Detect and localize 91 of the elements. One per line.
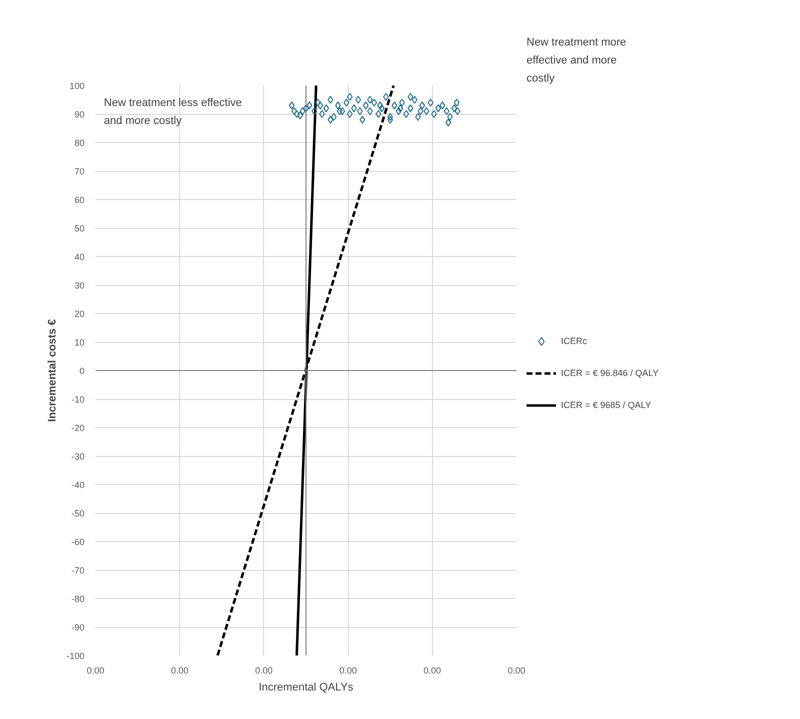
point [383,92,389,101]
y-tick-label: 100 [69,81,85,91]
point [297,111,303,120]
point [376,110,382,118]
point [346,110,353,118]
y-tick-label: 0 [79,366,85,376]
x-tick-label: 0.00 [339,666,357,676]
y-tick-label: -20 [71,423,85,433]
point [330,112,337,121]
y-tick-label: -50 [71,508,85,518]
point [336,107,343,116]
point [396,107,402,116]
point [378,104,385,112]
y-tick-label: -80 [71,594,85,604]
point [360,116,366,124]
point [288,101,295,110]
point [357,107,363,116]
y-tick-label: 50 [74,224,85,234]
point [323,104,330,112]
point [454,98,460,107]
legend-label: ICERc [561,336,588,346]
point [454,107,460,116]
point [319,110,325,118]
text: New treatment more effective and more costly [526,36,626,84]
point [440,101,446,110]
y-tick-label: 60 [74,195,85,205]
y-tick-label: 40 [74,252,85,262]
point [367,96,373,104]
point [306,101,312,110]
y-tick-label: -100 [66,651,84,661]
y-tick-label: -10 [71,394,85,404]
point [431,110,437,118]
point [412,96,418,104]
point [387,112,394,121]
point [300,107,306,116]
point [419,101,426,110]
point [351,104,357,112]
y-tick-label: -60 [71,537,85,547]
point [367,107,373,116]
point [451,104,458,112]
point [362,101,369,110]
point [317,101,324,110]
y-tick-label: 80 [74,138,85,148]
point [408,92,414,101]
point [392,101,398,110]
point [335,101,341,110]
x-tick-label: 0.00 [424,666,442,676]
point [397,104,404,112]
y-tick-label: 10 [74,338,85,348]
point [371,98,378,107]
x-tick-label: 0.00 [255,666,273,676]
y-tick-label: 30 [74,280,85,290]
point [403,110,410,118]
point [291,107,298,116]
x-tick-label: 0.00 [508,666,526,676]
point [435,104,442,112]
point [346,92,353,101]
x-axis-title: Incremental QALYs [258,682,354,694]
annotation: New treatment less effective and more costly [104,96,242,127]
point [415,112,421,121]
point [418,107,424,116]
y-tick-label: -70 [71,566,85,576]
point [387,116,394,124]
point [377,101,383,110]
point [408,104,414,112]
point [303,104,309,112]
point [294,110,300,118]
point [339,107,346,116]
x-tick-label: 0.00 [170,666,188,676]
y-tick-label: -40 [71,480,85,490]
point [328,96,334,104]
y-tick-label: 70 [74,166,85,176]
point [399,98,405,107]
point [328,116,334,124]
legend-label: ICER = € 9685 / QALY [561,400,652,410]
point [314,98,321,107]
y-axis-title: Incremental costs € [46,319,58,422]
point [447,112,453,121]
legend-label: ICER = € 96.846 / QALY [561,368,659,378]
y-tick-label: 90 [74,110,85,120]
x-tick-label: 0.00 [86,666,104,676]
point [424,107,430,116]
y-tick-label: -30 [71,452,85,462]
point [428,98,434,107]
point [444,107,450,116]
y-tick-label: -90 [71,622,85,632]
point [445,118,452,127]
point [312,107,318,116]
point [355,96,362,104]
point [344,98,350,107]
y-tick-label: 20 [74,309,85,319]
